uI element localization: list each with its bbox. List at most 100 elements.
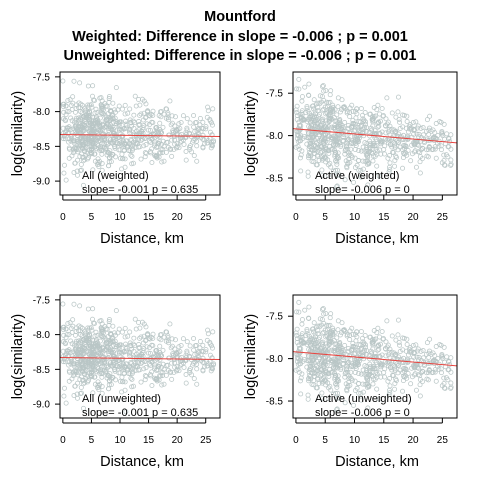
data-point [403, 373, 409, 379]
data-point [100, 346, 106, 351]
data-point [337, 119, 343, 125]
data-point [420, 348, 426, 354]
data-point [344, 129, 350, 135]
data-point [358, 346, 364, 352]
data-point [424, 376, 430, 382]
data-point [91, 133, 97, 139]
data-point [210, 122, 215, 128]
data-point [128, 343, 134, 349]
data-point [94, 109, 100, 115]
y-tick-label: -9.0 [33, 177, 51, 188]
data-point [61, 385, 67, 391]
legend-title: All (unweighted) [82, 393, 161, 405]
data-point [157, 357, 163, 363]
data-points [60, 78, 217, 192]
data-point [178, 355, 184, 360]
data-point [71, 78, 77, 84]
data-point [75, 349, 81, 355]
data-point [364, 125, 370, 131]
data-point [400, 360, 406, 366]
data-point [299, 94, 305, 100]
data-point [116, 127, 122, 133]
data-point [407, 126, 412, 132]
data-point [327, 92, 333, 98]
data-point [171, 146, 177, 152]
y-axis: -7.5 -8.0 -8.5 [266, 89, 293, 185]
data-point [294, 113, 300, 119]
data-point [352, 387, 358, 393]
data-point [361, 148, 367, 154]
data-point [349, 102, 355, 108]
data-point [154, 367, 160, 372]
data-point [348, 153, 354, 159]
data-point [183, 132, 189, 137]
y-tick-label: -7.5 [266, 312, 284, 323]
data-point [306, 346, 312, 352]
data-point [349, 125, 355, 131]
data-point [157, 150, 163, 156]
data-point [62, 136, 68, 142]
data-point [395, 332, 401, 338]
data-point [331, 133, 337, 139]
data-point [361, 349, 367, 355]
data-point [340, 360, 346, 366]
data-point [183, 157, 189, 163]
data-point [317, 316, 323, 322]
data-point [205, 327, 211, 333]
x-tick-label: 0 [293, 212, 299, 223]
data-point [313, 366, 318, 372]
data-point [127, 340, 133, 346]
data-point [119, 374, 125, 380]
x-axis-label: Distance, km [100, 231, 184, 247]
data-point [104, 363, 110, 369]
data-point [328, 311, 334, 317]
data-point [362, 159, 368, 165]
data-point [187, 366, 193, 372]
data-point [110, 100, 116, 106]
data-point [441, 381, 447, 387]
data-point [336, 378, 342, 384]
data-point [66, 145, 72, 151]
data-point [353, 366, 359, 372]
data-point [77, 127, 83, 133]
legend-stats: slope= -0.006 p = 0 [315, 184, 410, 196]
data-point [336, 345, 342, 351]
data-point [323, 369, 329, 375]
data-point [347, 337, 353, 343]
data-point [413, 387, 419, 393]
data-point [189, 149, 195, 155]
data-point [82, 157, 88, 163]
data-point [426, 131, 432, 137]
data-point [136, 360, 142, 366]
data-point [302, 307, 308, 313]
y-tick-label: -8.5 [266, 174, 284, 185]
data-point [345, 369, 351, 375]
data-point [360, 389, 366, 395]
data-point [94, 384, 100, 390]
data-point [298, 391, 304, 397]
data-point [309, 370, 314, 376]
data-point [94, 343, 100, 349]
data-point [373, 369, 379, 375]
data-point [345, 383, 351, 389]
data-point [416, 357, 422, 363]
data-point [105, 364, 111, 370]
data-point [298, 346, 304, 352]
data-point [174, 140, 180, 146]
y-tick-label: -7.5 [33, 295, 51, 306]
data-point [358, 167, 364, 173]
data-point [314, 120, 320, 126]
data-point [448, 162, 454, 168]
data-point [127, 128, 133, 134]
data-point [306, 92, 312, 98]
data-point [90, 167, 96, 173]
data-point [356, 147, 362, 153]
data-point [299, 98, 305, 104]
data-point [78, 384, 84, 390]
data-point [168, 122, 174, 128]
data-point [310, 337, 316, 342]
data-point [386, 349, 392, 355]
data-point [132, 360, 138, 366]
data-point [320, 330, 326, 336]
data-point [360, 339, 366, 345]
